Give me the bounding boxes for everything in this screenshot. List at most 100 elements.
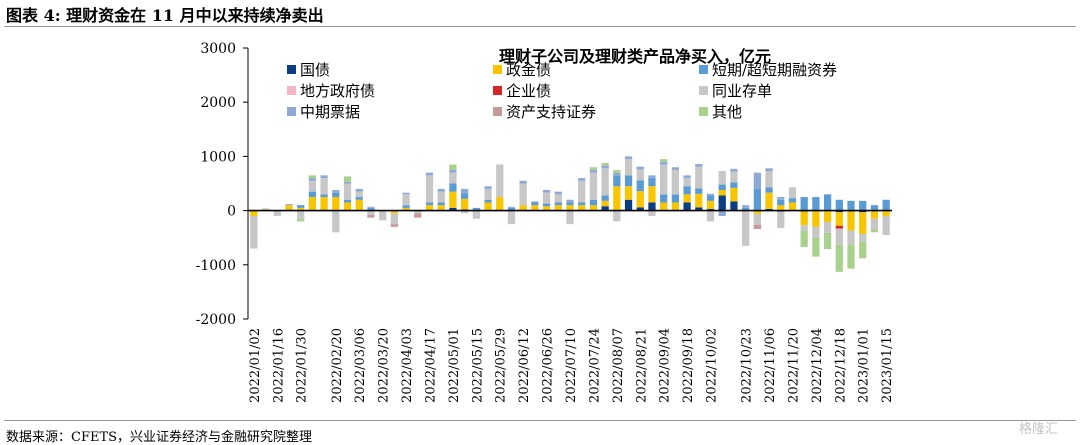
bar-segment xyxy=(554,191,562,195)
bar-segment xyxy=(671,167,680,170)
bar-segment xyxy=(730,168,738,172)
bar-segment xyxy=(800,230,808,247)
bar-segment xyxy=(402,207,410,211)
bar-segment xyxy=(425,205,434,211)
x-tick-label: 2022/03/06 xyxy=(353,328,368,403)
legend-swatch xyxy=(493,86,502,95)
bar-segment xyxy=(402,192,410,195)
bar-layer xyxy=(250,156,890,272)
figure-title: 图表 4: 理财资金在 11 月中以来持续净卖出 xyxy=(6,6,324,25)
bar-segment xyxy=(765,168,773,172)
bar-segment xyxy=(706,195,715,201)
bar-segment xyxy=(683,186,691,195)
bar-segment xyxy=(742,207,750,211)
bar-segment xyxy=(425,172,434,176)
bar-segment xyxy=(601,168,609,196)
bar-segment xyxy=(531,202,539,206)
bar-segment xyxy=(566,199,574,203)
x-tick-label: 2022/05/29 xyxy=(494,328,509,403)
bar-segment xyxy=(390,213,398,225)
bar-segment xyxy=(624,156,633,160)
bar-segment xyxy=(859,210,867,213)
bar-segment xyxy=(730,171,738,183)
watermark: 格隆汇 xyxy=(1018,422,1058,437)
bar-segment xyxy=(788,202,797,211)
y-tick-label: 3000 xyxy=(200,41,236,57)
source-note: 数据来源：CFETS，兴业证券经济与金融研究院整理 xyxy=(6,430,313,445)
bar-segment xyxy=(648,202,656,211)
bar-segment xyxy=(835,199,843,211)
bar-segment xyxy=(660,194,668,203)
bar-segment xyxy=(835,228,843,245)
legend-swatch xyxy=(493,107,502,116)
bar-segment xyxy=(390,224,398,227)
bar-segment xyxy=(414,210,422,214)
bar-segment xyxy=(636,166,644,170)
bar-segment xyxy=(449,191,457,208)
bar-segment xyxy=(823,211,832,222)
bar-segment xyxy=(566,205,574,211)
bar-segment xyxy=(823,221,832,233)
bar-segment xyxy=(636,169,644,181)
bar-segment xyxy=(800,197,808,211)
bar-segment xyxy=(847,230,855,245)
bar-segment xyxy=(765,187,773,193)
x-tick-label: 2022/08/07 xyxy=(611,328,626,403)
x-tick-label: 2023/01/15 xyxy=(880,328,895,403)
bar-segment xyxy=(460,198,469,210)
legend-label: 地方政府债 xyxy=(300,82,375,100)
bar-segment xyxy=(765,192,773,209)
bar-segment xyxy=(718,171,726,185)
bar-segment xyxy=(800,225,808,231)
bar-segment xyxy=(566,210,574,225)
bar-segment xyxy=(613,169,621,173)
bar-segment xyxy=(660,159,668,162)
bar-segment xyxy=(648,178,656,187)
bar-segment xyxy=(308,178,317,181)
bar-segment xyxy=(788,187,797,199)
bar-segment xyxy=(812,197,820,211)
bar-segment xyxy=(706,208,715,211)
legend-label: 中期票据 xyxy=(300,103,360,121)
bar-segment xyxy=(425,175,434,203)
bar-segment xyxy=(496,164,504,198)
bar-segment xyxy=(753,210,761,214)
bar-segment xyxy=(308,180,317,192)
bar-segment xyxy=(613,210,621,222)
bar-segment xyxy=(261,208,270,210)
bar-segment xyxy=(355,188,363,192)
bar-segment xyxy=(624,159,633,176)
bar-segment xyxy=(332,197,340,211)
bar-segment xyxy=(882,199,890,211)
bar-segment xyxy=(554,194,562,203)
bar-segment xyxy=(718,210,726,217)
bar-segment xyxy=(777,205,785,211)
bar-segment xyxy=(613,175,621,187)
bar-segment xyxy=(285,205,293,211)
bar-segment xyxy=(671,194,680,203)
bar-segment xyxy=(578,202,586,206)
bar-segment xyxy=(870,218,879,230)
bar-segment xyxy=(859,212,867,234)
bar-segment xyxy=(367,210,375,215)
x-tick-label: 2022/04/03 xyxy=(400,328,415,403)
legend-label: 政金债 xyxy=(506,61,551,79)
bar-segment xyxy=(847,244,855,269)
bar-segment xyxy=(718,195,726,211)
bar-segment xyxy=(636,191,644,208)
x-tick-label: 2022/10/23 xyxy=(740,328,755,403)
bar-segment xyxy=(425,202,434,206)
bar-segment xyxy=(683,175,691,179)
x-tick-label: 2022/08/21 xyxy=(634,328,649,403)
x-tick-label: 2022/12/04 xyxy=(810,328,825,403)
x-tick-label: 2022/04/17 xyxy=(423,328,438,403)
bar-segment xyxy=(578,178,586,181)
bar-segment xyxy=(601,165,609,169)
legend-swatch xyxy=(493,65,502,74)
bar-segment xyxy=(285,204,293,206)
bar-segment xyxy=(812,226,820,238)
x-tick-label: 2022/06/26 xyxy=(541,328,556,403)
bar-segment xyxy=(624,199,633,211)
x-tick-label: 2022/12/18 xyxy=(833,328,848,403)
bar-segment xyxy=(882,216,890,235)
